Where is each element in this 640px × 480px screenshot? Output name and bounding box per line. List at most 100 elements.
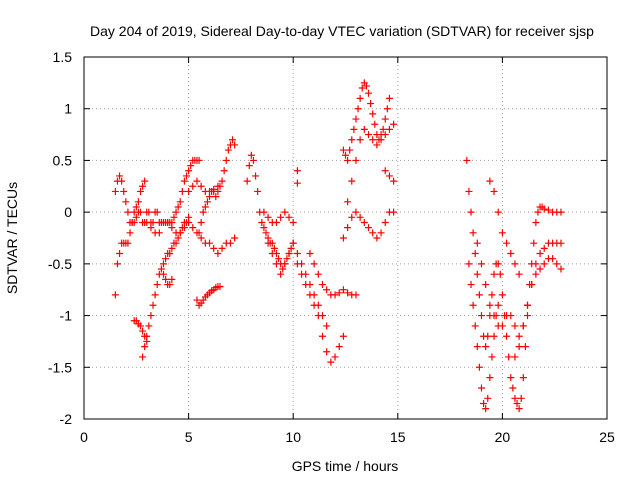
data-point bbox=[519, 322, 527, 330]
data-point bbox=[348, 213, 356, 221]
data-point bbox=[477, 312, 485, 320]
data-point bbox=[331, 353, 339, 361]
data-point bbox=[212, 193, 220, 201]
data-point bbox=[111, 187, 119, 195]
data-point bbox=[540, 260, 548, 268]
data-point bbox=[187, 162, 195, 170]
data-point bbox=[517, 394, 525, 402]
data-point bbox=[153, 208, 161, 216]
series-t24 bbox=[511, 255, 565, 361]
data-point bbox=[503, 332, 511, 340]
data-point bbox=[381, 167, 389, 175]
series-t14 bbox=[306, 250, 360, 299]
data-point bbox=[473, 270, 481, 278]
plot-frame bbox=[83, 56, 608, 420]
data-point bbox=[287, 244, 295, 252]
data-point bbox=[383, 105, 391, 113]
data-point bbox=[298, 270, 306, 278]
data-point bbox=[524, 301, 532, 309]
data-point bbox=[139, 327, 147, 335]
data-point bbox=[365, 89, 373, 97]
data-point bbox=[310, 260, 318, 268]
data-point bbox=[145, 322, 153, 330]
data-point bbox=[358, 84, 366, 92]
data-point bbox=[507, 250, 515, 258]
data-point bbox=[189, 224, 197, 232]
x-tick-label: 15 bbox=[390, 429, 406, 445]
data-point bbox=[521, 343, 529, 351]
y-tick-label: 0 bbox=[64, 204, 72, 220]
data-point bbox=[149, 301, 157, 309]
data-point bbox=[193, 296, 201, 304]
data-point bbox=[185, 187, 193, 195]
data-point bbox=[166, 281, 174, 289]
data-point bbox=[369, 110, 377, 118]
data-point bbox=[465, 187, 473, 195]
data-point bbox=[482, 281, 490, 289]
data-point bbox=[168, 244, 176, 252]
series-t16 bbox=[339, 79, 393, 164]
y-tick-label: -0.5 bbox=[48, 256, 72, 272]
data-point bbox=[362, 82, 370, 90]
y-tick-label: -1 bbox=[60, 308, 73, 324]
data-point bbox=[390, 177, 398, 185]
data-point bbox=[390, 208, 398, 216]
data-point bbox=[283, 255, 291, 263]
data-point bbox=[268, 250, 276, 258]
data-point bbox=[469, 301, 477, 309]
data-point bbox=[473, 239, 481, 247]
data-point bbox=[254, 187, 262, 195]
data-point bbox=[490, 187, 498, 195]
data-point bbox=[180, 224, 188, 232]
data-point bbox=[507, 374, 515, 382]
data-point bbox=[277, 213, 285, 221]
axis-ticks bbox=[83, 56, 608, 420]
data-point bbox=[306, 291, 314, 299]
data-point bbox=[289, 218, 297, 226]
data-point bbox=[544, 206, 552, 214]
data-point bbox=[498, 291, 506, 299]
data-point bbox=[339, 146, 347, 154]
data-point bbox=[124, 208, 132, 216]
data-point bbox=[557, 265, 565, 273]
data-point bbox=[279, 265, 287, 273]
data-point bbox=[557, 208, 565, 216]
data-point bbox=[490, 332, 498, 340]
data-point bbox=[151, 291, 159, 299]
data-point bbox=[130, 208, 138, 216]
data-point bbox=[170, 213, 178, 221]
series-t17 bbox=[344, 120, 398, 206]
data-point bbox=[540, 205, 548, 213]
data-point bbox=[532, 270, 540, 278]
data-point bbox=[515, 332, 523, 340]
data-point bbox=[379, 125, 387, 133]
data-point bbox=[128, 218, 136, 226]
x-axis-label: GPS time / hours bbox=[292, 458, 399, 474]
data-point bbox=[381, 115, 389, 123]
data-point bbox=[218, 177, 226, 185]
data-point bbox=[373, 234, 381, 242]
data-point bbox=[118, 177, 126, 185]
data-point bbox=[486, 374, 494, 382]
data-point bbox=[275, 255, 283, 263]
data-point bbox=[141, 177, 149, 185]
data-point bbox=[348, 136, 356, 144]
data-point bbox=[147, 224, 155, 232]
data-point bbox=[162, 255, 170, 263]
series-t13 bbox=[293, 260, 347, 366]
data-point bbox=[262, 229, 270, 237]
series-t2 bbox=[111, 172, 149, 226]
data-point bbox=[206, 239, 214, 247]
data-point bbox=[174, 234, 182, 242]
data-point bbox=[557, 239, 565, 247]
series-t6 bbox=[159, 270, 176, 289]
data-point bbox=[471, 250, 479, 258]
data-point bbox=[272, 260, 280, 268]
data-point bbox=[339, 234, 347, 242]
x-tick-label: 0 bbox=[80, 429, 88, 445]
data-point bbox=[264, 213, 272, 221]
data-point bbox=[153, 281, 161, 289]
data-point bbox=[354, 105, 362, 113]
data-point bbox=[166, 250, 174, 258]
x-axis-tick-labels: 0 5 10 15 20 25 bbox=[80, 429, 615, 445]
